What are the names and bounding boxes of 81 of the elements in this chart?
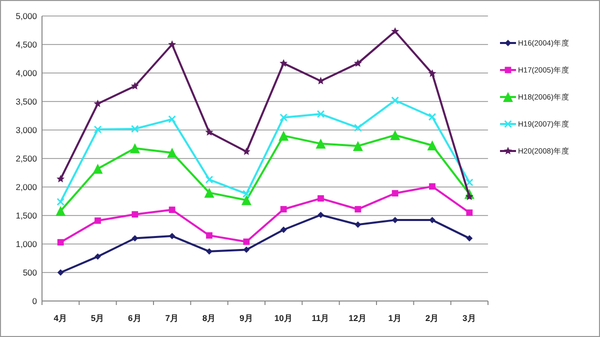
x-tick-label: 10月 [274,313,293,323]
point [243,238,250,245]
x-tick-label: 11月 [312,313,330,323]
point [352,140,363,151]
point [390,130,400,140]
y-tick-label: 2,000 [16,182,38,192]
point [130,143,140,154]
x-tick-label: 7月 [165,313,179,323]
y-tick-label: 1,000 [16,238,38,249]
point [429,216,436,224]
point [391,27,400,35]
y-tick-label: 0 [32,296,38,306]
x-tick-label: 6月 [128,313,142,323]
point [56,174,65,182]
x-tick-label: 8月 [202,313,216,323]
point [316,76,325,84]
point [205,128,214,136]
point [316,138,326,149]
x-tick-label: 9月 [240,313,254,323]
point [391,96,400,104]
point [318,195,324,202]
point [318,212,324,218]
point [429,183,436,190]
point [428,112,436,121]
point [242,147,250,156]
point [132,235,138,242]
point [428,69,436,77]
y-tick-label: 4,500 [16,39,38,50]
point [466,235,473,242]
x-tick-label: 2月 [425,313,440,323]
point [316,110,325,118]
y-tick-label: 3,500 [16,96,38,106]
point [465,192,474,200]
point [354,124,362,132]
x-tick-label: 5月 [90,313,105,323]
point [94,217,101,224]
x-tick-label: 3月 [462,313,476,323]
point [56,198,65,206]
y-tick-label: 2,500 [16,153,38,164]
point [392,190,398,196]
point [168,115,176,124]
point [168,232,176,240]
point [242,190,250,198]
point [94,125,102,134]
point [204,188,214,198]
point [427,140,438,150]
point [280,226,287,233]
point [280,59,288,67]
point [465,178,474,186]
x-tick-label: 1月 [388,313,402,323]
point [241,195,252,206]
point [354,59,362,67]
point [354,221,362,228]
point [168,206,176,213]
point [130,82,139,90]
y-tick-label: 4,000 [16,68,38,78]
y-tick-label: 3,000 [16,124,38,135]
point [57,239,64,246]
point [56,206,66,216]
point [167,148,178,158]
point [392,216,398,224]
point [92,164,103,174]
point [278,130,289,141]
x-tick-label: 12月 [348,313,368,323]
x-tick-label: 4月 [54,313,68,323]
y-tick-label: 1,500 [16,210,38,220]
point [132,211,138,218]
point [280,206,287,212]
point [243,246,250,253]
point [466,209,473,216]
point [206,248,212,255]
point [206,232,212,239]
point [130,124,139,133]
point [205,176,214,184]
y-tick-label: 500 [22,267,38,278]
point [354,206,362,212]
point [168,40,176,48]
point [280,114,288,122]
point [57,269,64,276]
y-tick-label: 5,000 [16,10,38,21]
point [94,100,102,108]
